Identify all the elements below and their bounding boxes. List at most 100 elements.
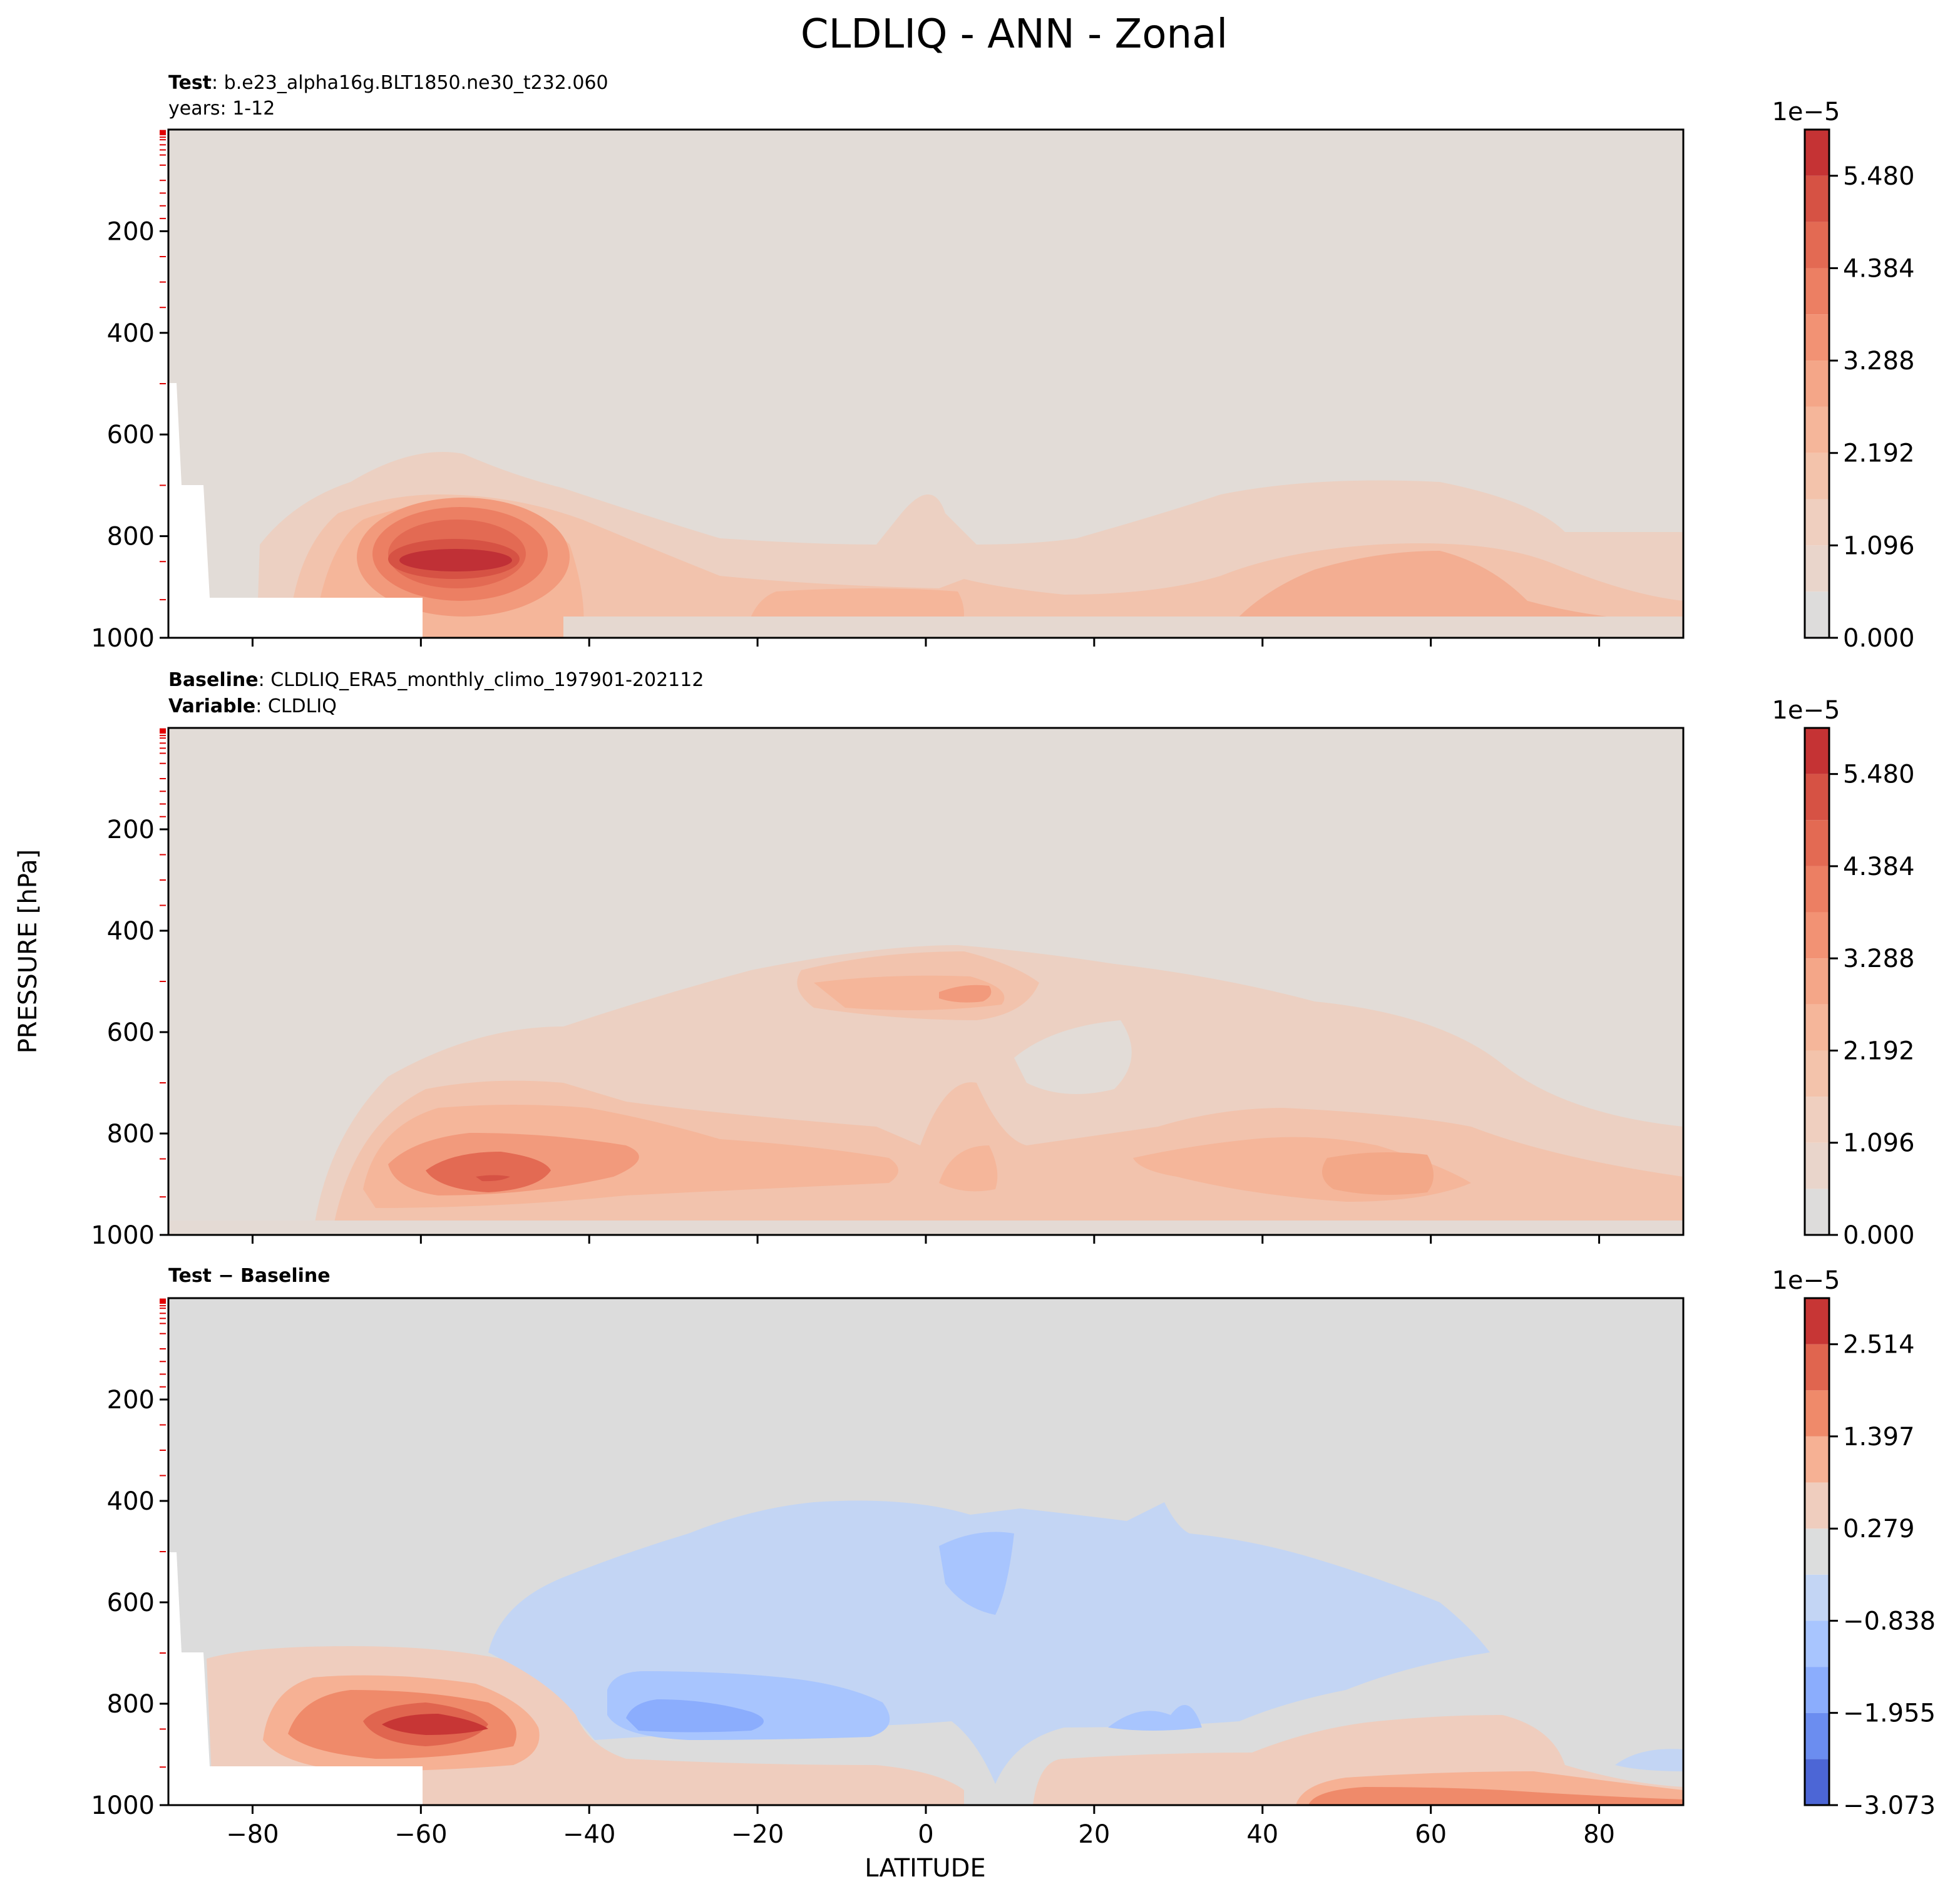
y-tick-label: 400 — [107, 1487, 155, 1516]
y-tick-label: 1000 — [91, 624, 155, 653]
panel-test: Test: b.e23_alpha16g.BLT1850.ne30_t232.0… — [91, 72, 1914, 653]
colorbar-swatch — [1805, 1712, 1829, 1759]
colorbar-tick-label: −0.838 — [1843, 1607, 1936, 1635]
colorbar-swatch — [1805, 1620, 1829, 1667]
colorbar-tick-label: 2.514 — [1843, 1331, 1915, 1359]
panel-test-x-ticks — [251, 638, 1601, 647]
panel-test-colorbar: 0.000 1.096 2.192 3.288 4.384 5.480 1e−5 — [1772, 98, 1914, 653]
x-tick-label: 40 — [1246, 1820, 1278, 1849]
diff-contour-neg-arctic — [1615, 1749, 1683, 1771]
baseline-contour-level-6 — [476, 1175, 510, 1182]
panel-test-meta-line2: years: 1-12 — [168, 98, 275, 120]
y-tick-label: 200 — [107, 1386, 155, 1415]
y-tick-label: 1000 — [91, 1791, 155, 1820]
y-tick-label: 400 — [107, 917, 155, 946]
colorbar-tick-label: −1.955 — [1843, 1699, 1936, 1728]
panel-test-y-ticks: 200 400 600 800 1000 — [91, 130, 168, 653]
y-tick-label: 600 — [107, 1589, 155, 1617]
x-tick-label: −20 — [731, 1820, 784, 1849]
y-tick-label: 800 — [107, 523, 155, 551]
colorbar-frame — [1804, 1297, 1830, 1806]
y-tick-label: 200 — [107, 816, 155, 844]
diff-missing-region — [168, 1552, 423, 1805]
colorbar-swatch — [1805, 545, 1829, 592]
colorbar-tick-label: 5.480 — [1843, 162, 1915, 191]
colorbar-swatch — [1805, 222, 1829, 269]
panel-test-meta-line1: Test: b.e23_alpha16g.BLT1850.ne30_t232.0… — [168, 72, 608, 94]
panel-baseline-meta-value: : CLDLIQ_ERA5_monthly_climo_197901-20211… — [259, 669, 704, 691]
baseline-surface-band — [168, 1221, 1683, 1235]
panel-diff-contours — [168, 1298, 1683, 1805]
panel-baseline-y-ticks: 200 400 600 800 1000 — [91, 728, 168, 1250]
colorbar-swatch — [1805, 1189, 1829, 1235]
colorbar-swatch — [1805, 361, 1829, 407]
panel-diff-meta-label: Test − Baseline — [168, 1265, 331, 1287]
colorbar-tick-label: 3.288 — [1843, 944, 1915, 973]
y-tick-label: 1000 — [91, 1221, 155, 1250]
x-tick-label: −80 — [226, 1820, 279, 1849]
test-contour-level-8 — [399, 549, 512, 571]
colorbar-tick-label: 0.000 — [1843, 624, 1915, 653]
diff-contour-neg-2c — [1108, 1705, 1202, 1731]
colorbar-tick-label: 1.096 — [1843, 1129, 1915, 1158]
x-tick-label: 0 — [918, 1820, 933, 1849]
panel-diff-y-ticks: 200 400 600 800 1000 — [91, 1298, 168, 1820]
colorbar-swatch — [1805, 958, 1829, 1005]
y-tick-label: 400 — [107, 319, 155, 348]
baseline-contour-level-4b — [1322, 1152, 1434, 1195]
colorbar-swatch — [1805, 1344, 1829, 1391]
baseline-contour-level-5 — [426, 1152, 551, 1192]
diff-contour-neg-2b — [939, 1532, 1014, 1615]
colorbar-swatch — [1805, 406, 1829, 453]
x-tick-label: 20 — [1078, 1820, 1110, 1849]
panel-diff-meta-line1: Test − Baseline — [168, 1265, 331, 1287]
colorbar-tick-label: 0.000 — [1843, 1221, 1915, 1250]
panel-test-contours — [168, 130, 1683, 638]
diff-contour-pos-3b — [1308, 1787, 1683, 1805]
panel-baseline-meta-label: Baseline — [168, 669, 259, 691]
colorbar-swatch — [1805, 1436, 1829, 1483]
colorbar-swatch — [1805, 1667, 1829, 1713]
y-axis-label: PRESSURE [hPa] — [14, 849, 43, 1053]
colorbar-tick-label: 1.096 — [1843, 531, 1915, 560]
panel-baseline-colorbar: 0.000 1.096 2.192 3.288 4.384 5.480 1e−5 — [1772, 696, 1914, 1250]
diff-contour-pos-5 — [382, 1714, 488, 1735]
colorbar-swatch — [1805, 1759, 1829, 1805]
panel-baseline-x-ticks — [251, 1235, 1601, 1244]
y-tick-label: 600 — [107, 421, 155, 449]
colorbar-swatch — [1805, 774, 1829, 821]
colorbar-swatch — [1805, 499, 1829, 546]
y-tick-label: 800 — [107, 1690, 155, 1719]
colorbar-swatch — [1805, 1482, 1829, 1529]
colorbar-swatch — [1805, 1390, 1829, 1436]
colorbar-swatch — [1805, 1298, 1829, 1344]
colorbar-tick-label: 2.192 — [1843, 1037, 1915, 1065]
colorbar-tick-label: 3.288 — [1843, 347, 1915, 376]
colorbar-swatch — [1805, 130, 1829, 176]
x-tick-label: −60 — [394, 1820, 447, 1849]
colorbar-swatch — [1805, 912, 1829, 959]
colorbar-frame — [1804, 727, 1830, 1236]
x-tick-label: −40 — [563, 1820, 615, 1849]
colorbar-swatch — [1805, 728, 1829, 774]
diff-contour-neg-3 — [626, 1699, 764, 1733]
colorbar-swatch — [1805, 453, 1829, 499]
colorbar-frame — [1804, 128, 1830, 639]
colorbar-swatch — [1805, 1004, 1829, 1051]
panel-baseline-meta-line2: Variable: CLDLIQ — [168, 695, 337, 717]
colorbar-swatch — [1805, 1050, 1829, 1097]
panel-diff-colorbar: −3.073 −1.955 −0.838 0.279 1.397 2.514 1e−5 — [1772, 1266, 1936, 1820]
baseline-contour-level-4c — [939, 985, 992, 1003]
x-tick-label: 60 — [1415, 1820, 1447, 1849]
panel-test-meta-label: Test — [168, 72, 212, 94]
colorbar-tick-label: 1.397 — [1843, 1423, 1915, 1451]
colorbar-swatch — [1805, 591, 1829, 638]
colorbar-tick-label: 0.279 — [1843, 1515, 1915, 1543]
colorbar-swatch — [1805, 1574, 1829, 1621]
test-missing-region — [168, 383, 423, 638]
colorbar-tick-label: 2.192 — [1843, 439, 1915, 468]
colorbar-tick-label: −3.073 — [1843, 1791, 1936, 1820]
colorbar-exponent: 1e−5 — [1772, 696, 1840, 725]
